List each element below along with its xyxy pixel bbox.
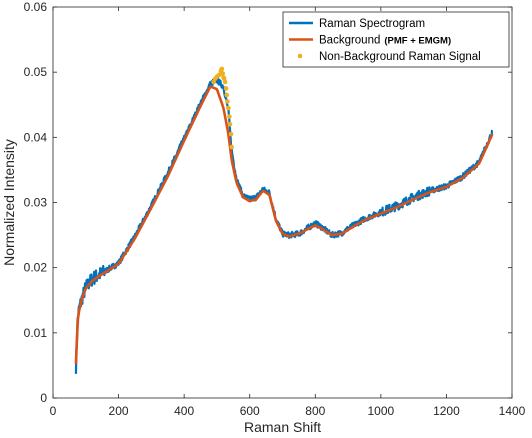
series-raman-spectrogram-line [74,77,494,374]
y-tick-label: 0.02 [24,261,48,275]
y-tick-label: 0.04 [24,130,48,144]
legend: Raman Spectrogram Background (PMF + EMGM) N… [282,11,510,68]
legend-label-text: Raman Spectrogram [319,18,425,30]
x-axis-title: Raman Shift [244,419,321,435]
x-tick-label: 800 [305,404,325,418]
x-tick-label: 600 [240,404,260,418]
non-background-point [219,66,225,72]
y-tick-label: 0 [40,391,47,405]
non-background-point [222,79,228,85]
legend-label: Raman Spectrogram [319,18,425,30]
legend-label-text: Non-Background Raman Signal [319,51,481,63]
non-background-point [226,105,231,111]
x-tick-label: 1200 [433,404,460,418]
legend-swatch-marker [297,53,303,59]
non-background-point [225,99,230,104]
non-background-point [228,131,234,137]
x-tick-label: 0 [50,404,57,418]
x-tick-label: 200 [109,404,129,418]
legend-label: Background (PMF + EMGM) [319,35,451,47]
legend-label: Non-Background Raman Signal [319,51,481,63]
y-tick-label: 0.05 [24,65,48,79]
y-axis: 0 0.01 0.02 0.03 0.04 0.05 0.06 [24,0,512,405]
series-layer [74,66,494,374]
non-background-point [224,92,230,98]
x-tick-label: 400 [174,404,194,418]
series-background-line [74,85,494,365]
non-background-point [229,144,234,150]
non-background-point [220,71,226,76]
y-axis-title: Normalized Intensity [1,139,17,266]
non-background-point [223,86,229,91]
non-background-point [227,114,232,119]
non-background-point [227,122,233,127]
x-tick-label: 1000 [368,404,395,418]
legend-label-note: (PMF + EMGM) [384,36,451,47]
legend-label-text: Background [319,35,380,47]
legend-box [282,11,510,68]
x-tick-label: 1400 [499,404,526,418]
y-tick-label: 0.06 [24,0,48,14]
y-tick-label: 0.03 [24,196,48,210]
y-tick-label: 0.01 [24,326,48,340]
x-axis: 0 200 400 600 800 1000 1200 1400 [50,7,526,418]
